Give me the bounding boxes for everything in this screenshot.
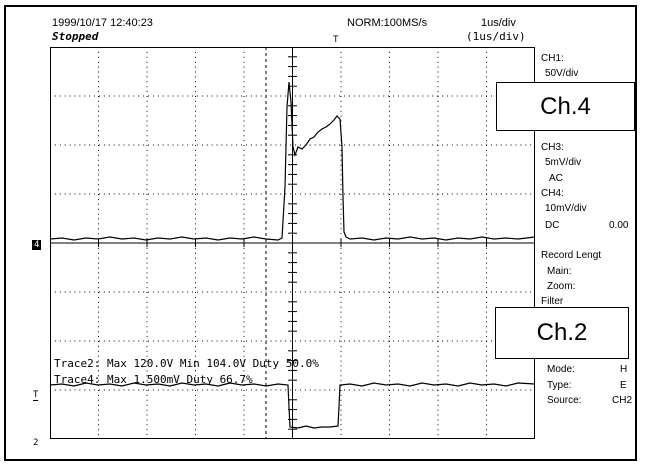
ch3-coupling: AC xyxy=(549,173,563,184)
ch4-scale: 10mV/div xyxy=(545,203,587,214)
ch4-offset: 0.00 xyxy=(609,220,629,231)
ch1-scale: 50V/div xyxy=(545,68,579,79)
record-length-label: Record Lengt xyxy=(541,250,602,261)
trigger-level-marker: T xyxy=(33,390,39,401)
ch2-callout: Ch.2 xyxy=(495,307,629,359)
ch4-ground-marker: 4 xyxy=(32,240,42,250)
filter-label: Filter xyxy=(541,296,564,307)
trigger-position-icon: T xyxy=(333,34,339,44)
ch4-label: CH4: xyxy=(541,188,564,199)
timebase-label: 1us/div xyxy=(481,17,516,29)
center-axes xyxy=(50,47,535,439)
scope-screen-frame xyxy=(4,5,637,461)
trigger-mode-value: H xyxy=(620,364,628,375)
ch2-ground-marker: 2 xyxy=(33,438,39,448)
ch2-waveform xyxy=(50,382,535,429)
record-main-label: Main: xyxy=(547,266,572,277)
record-zoom-label: Zoom: xyxy=(547,281,576,292)
trigger-source-label: Source: xyxy=(547,395,582,406)
ch4-waveform xyxy=(50,81,535,241)
ch4-coupling: DC xyxy=(545,220,560,231)
trigger-type-label: Type: xyxy=(547,380,572,391)
ch3-label: CH3: xyxy=(541,142,564,153)
trace2-measurement: Trace2: Max 120.0V Min 104.0V Duty 50.0% xyxy=(54,357,319,370)
datetime-label: 1999/10/17 12:40:23 xyxy=(52,17,153,29)
zoom-timebase-label: (1us/div) xyxy=(466,30,526,43)
ch1-label: CH1: xyxy=(541,53,564,64)
trigger-source-value: CH2 xyxy=(612,395,633,406)
trace4-measurement: Trace4: Max 1.500mV Duty 66.7% xyxy=(54,373,253,386)
trigger-mode-label: Mode: xyxy=(547,364,575,375)
trigger-type-value: E xyxy=(620,380,627,391)
sample-mode-label: NORM:100MS/s xyxy=(347,17,428,29)
waveform-grid: Trace2: Max 120.0V Min 104.0V Duty 50.0%… xyxy=(50,47,535,439)
acquisition-status: Stopped xyxy=(52,30,99,43)
ch4-callout: Ch.4 xyxy=(496,82,635,131)
ch3-scale: 5mV/div xyxy=(545,157,582,168)
